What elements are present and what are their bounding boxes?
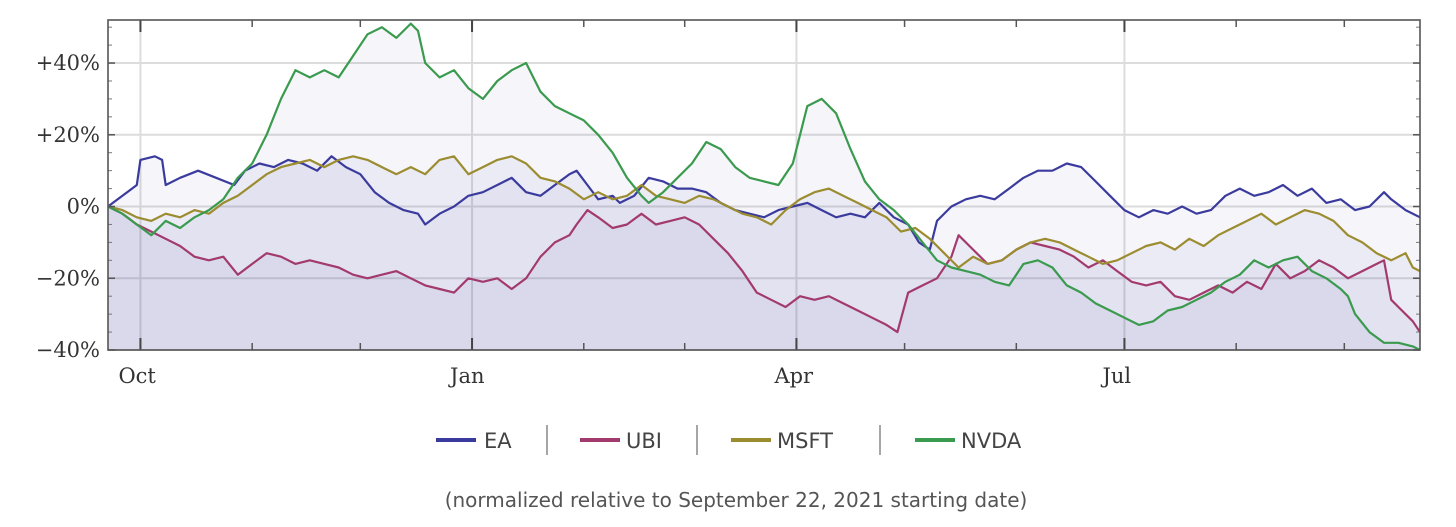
chart-caption: (normalized relative to September 22, 20… (445, 488, 1028, 512)
plot-frame (107, 19, 1421, 351)
y-tick-label-1: +20% (36, 123, 100, 147)
legend-label-ubi: UBI (626, 429, 662, 453)
series-lines (108, 22, 1420, 350)
y-tick-label-3: −20% (36, 266, 100, 290)
area-nvda (108, 23, 1420, 350)
legend-label-msft: MSFT (777, 429, 833, 453)
grid (108, 20, 1420, 351)
series-line-ea (108, 155, 1420, 251)
legend: EA UBI MSFT NVDA (436, 425, 1022, 455)
y-tick-label-2: 0% (67, 195, 100, 219)
legend-label-nvda: NVDA (961, 429, 1022, 453)
x-tick-label-apr: Apr (773, 364, 814, 388)
area-ubi (108, 206, 1420, 350)
y-tick-label-0: +40% (36, 51, 100, 75)
x-axis-labels: Oct Jan Apr Jul (118, 364, 1131, 388)
legend-label-ea: EA (484, 429, 512, 453)
x-tick-label-oct: Oct (118, 364, 156, 388)
series-line-nvda (108, 22, 1420, 350)
y-tick-label-4: −40% (36, 338, 100, 362)
x-tick-label-jan: Jan (448, 364, 484, 388)
x-tick-label-jul: Jul (1100, 364, 1131, 388)
y-axis-labels: +40% +20% 0% −20% −40% (36, 51, 100, 362)
series-line-msft (108, 155, 1420, 273)
